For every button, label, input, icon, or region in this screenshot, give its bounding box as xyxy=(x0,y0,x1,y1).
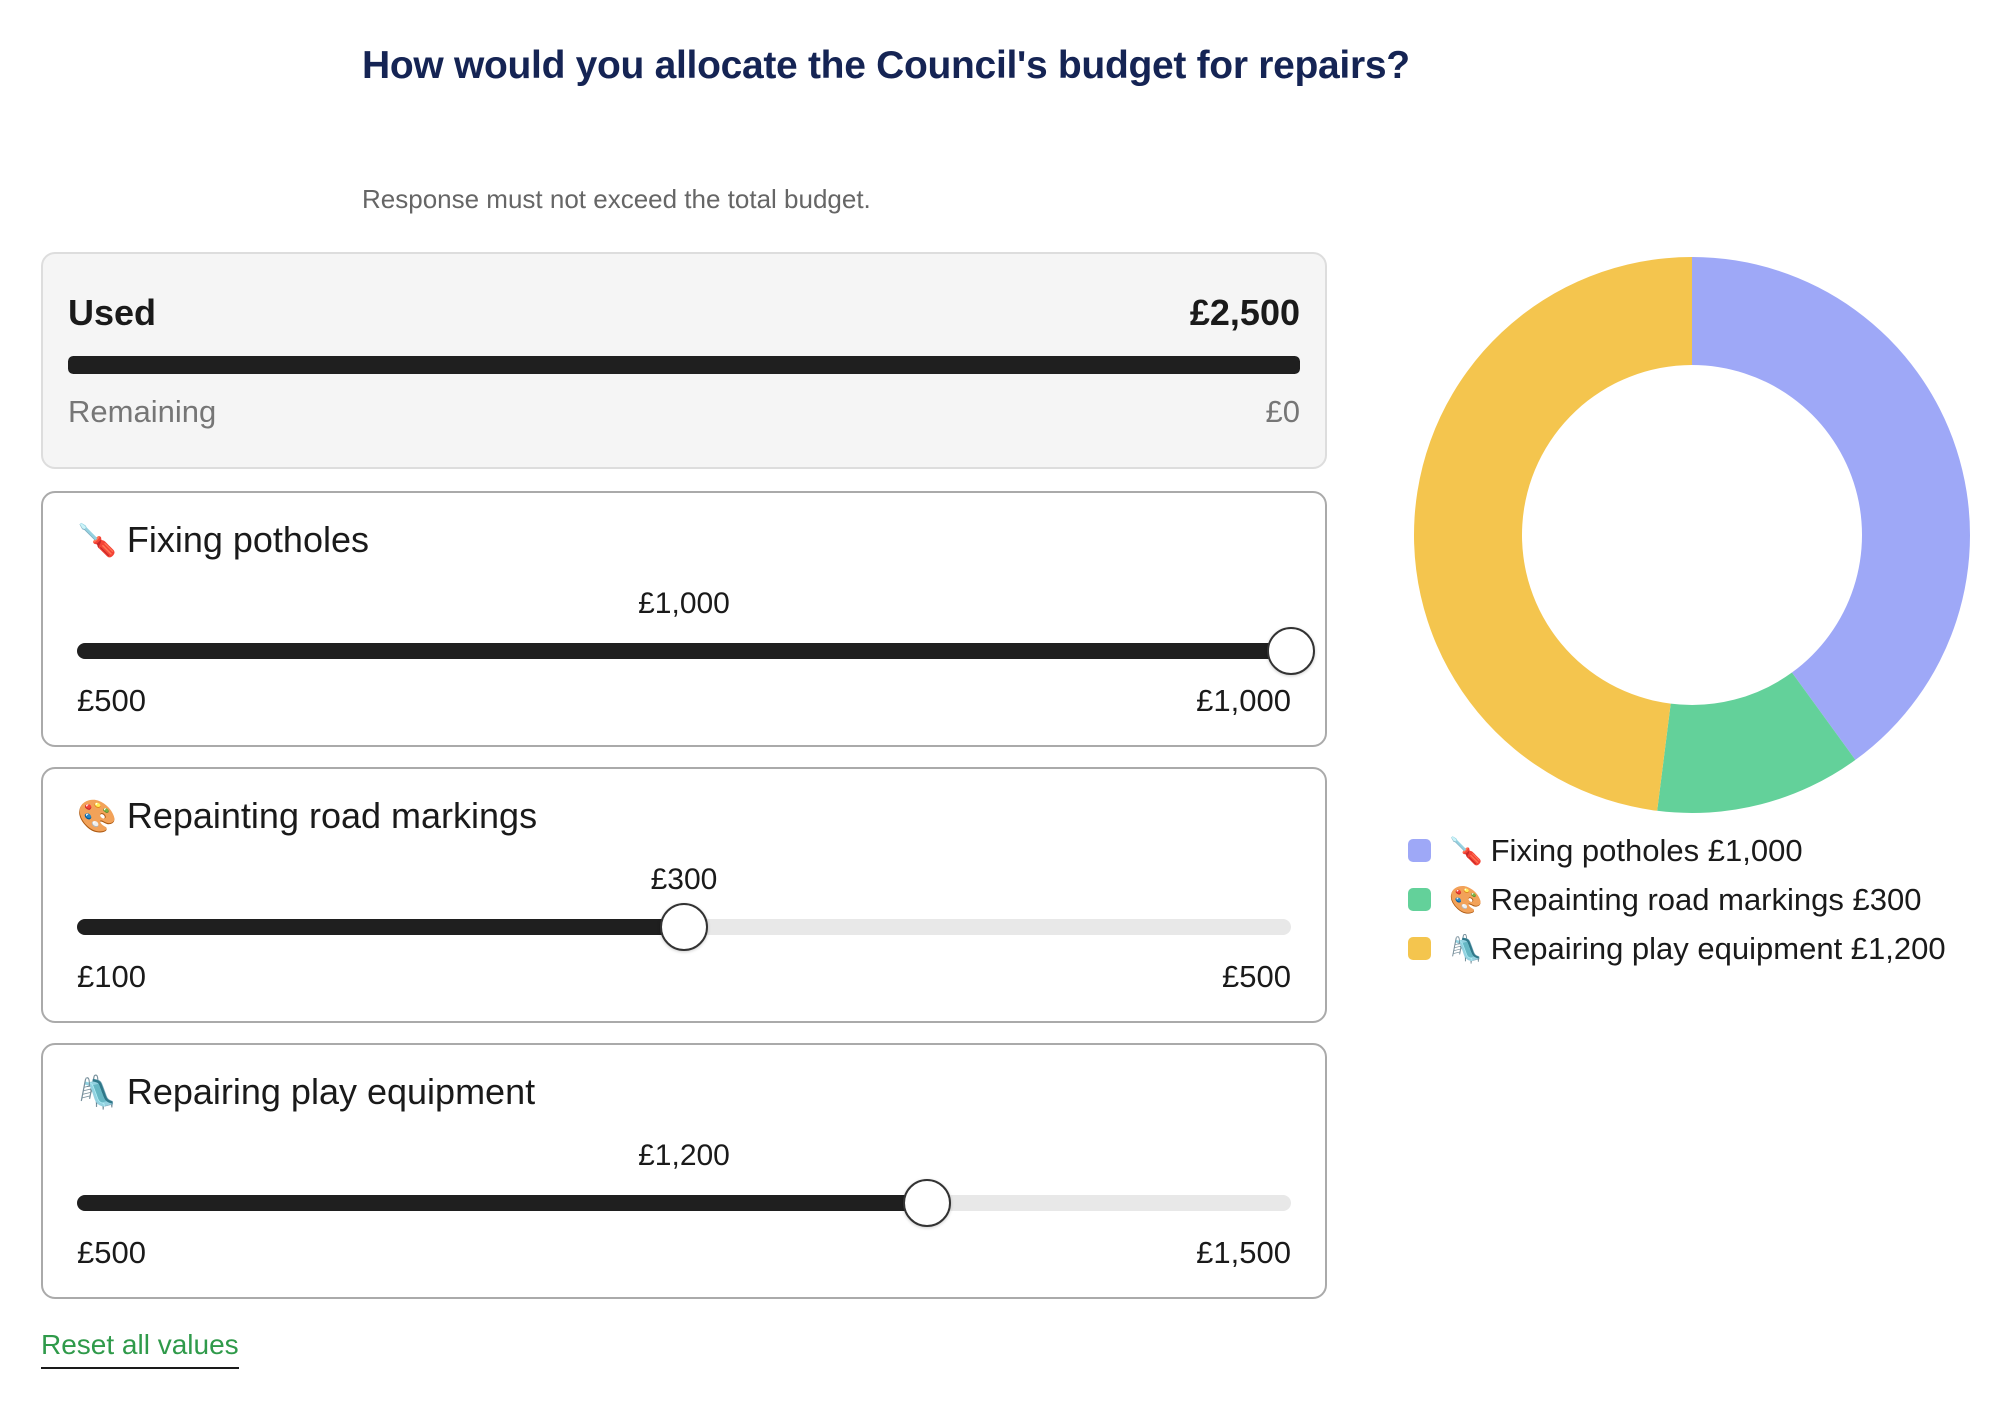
slider-max-label: £1,000 xyxy=(1196,683,1291,718)
legend-item: 🛝 Repairing play equipment £1,200 xyxy=(1408,924,1946,973)
option-label: Repainting road markings xyxy=(126,795,538,836)
option-card-play-equipment: 🛝 Repairing play equipment £1,200 £500 £… xyxy=(41,1043,1327,1299)
legend-item: 🪛 Fixing potholes £1,000 xyxy=(1408,826,1946,875)
legend-label: Repairing play equipment £1,200 xyxy=(1490,930,1946,966)
option-label: Repairing play equipment xyxy=(126,1071,536,1112)
slider-min-label: £100 xyxy=(77,959,146,994)
shovel-icon: 🪛 xyxy=(77,522,117,558)
used-value: £2,500 xyxy=(1189,292,1300,333)
playground-slide-icon: 🛝 xyxy=(77,1074,117,1110)
option-value: £1,000 xyxy=(638,587,730,620)
option-card-potholes: 🪛 Fixing potholes £1,000 £500 £1,000 xyxy=(41,491,1327,747)
slider-thumb[interactable] xyxy=(1267,627,1315,675)
question-title: How would you allocate the Council's bud… xyxy=(362,44,1410,87)
legend-label: Fixing potholes £1,000 xyxy=(1490,832,1803,868)
slider-thumb[interactable] xyxy=(902,1179,951,1227)
playground-slide-icon: 🛝 xyxy=(1449,933,1483,964)
option-value: £1,200 xyxy=(638,1139,730,1172)
slider-fill xyxy=(77,643,1291,659)
play-equipment-slider[interactable] xyxy=(77,1179,1291,1227)
shovel-icon: 🪛 xyxy=(1449,835,1483,866)
donut-svg xyxy=(1413,257,1970,813)
donut-slice-repainting-road-markings xyxy=(1657,672,1856,813)
legend-swatch xyxy=(1408,937,1431,960)
potholes-slider[interactable] xyxy=(77,627,1315,675)
option-title: 🪛 Fixing potholes xyxy=(77,519,369,561)
slider-fill xyxy=(77,1195,927,1211)
used-label: Used xyxy=(68,292,157,333)
slider-min-label: £500 xyxy=(77,683,146,718)
slider-max-label: £1,500 xyxy=(1196,1235,1291,1270)
slider-fill xyxy=(77,919,684,935)
legend-swatch xyxy=(1408,839,1431,862)
option-title: 🛝 Repairing play equipment xyxy=(77,1071,535,1113)
road-markings-slider[interactable] xyxy=(77,903,1291,951)
option-card-road-markings: 🎨 Repainting road markings £300 £100 £50… xyxy=(41,767,1327,1023)
option-title: 🎨 Repainting road markings xyxy=(77,795,537,837)
budget-progress-bar xyxy=(68,356,1300,374)
slider-min-label: £500 xyxy=(77,1235,146,1270)
chart-legend: 🪛 Fixing potholes £1,000 🎨 Repainting ro… xyxy=(1408,826,1946,973)
option-label: Fixing potholes xyxy=(126,519,369,560)
palette-icon: 🎨 xyxy=(77,798,117,834)
slider-max-label: £500 xyxy=(1222,959,1291,994)
palette-icon: 🎨 xyxy=(1449,884,1483,915)
reset-all-values-link[interactable]: Reset all values xyxy=(41,1329,239,1369)
donut-slice-fixing-potholes xyxy=(1692,257,1970,760)
donut-slice-repairing-play-equipment xyxy=(1413,257,1692,811)
budget-summary: Used £2,500 Remaining £0 xyxy=(41,252,1327,469)
legend-label: Repainting road markings £300 xyxy=(1490,881,1922,917)
budget-hint: Response must not exceed the total budge… xyxy=(362,184,871,214)
remaining-value: £0 xyxy=(1265,394,1300,429)
legend-swatch xyxy=(1408,888,1431,911)
option-value: £300 xyxy=(650,863,718,896)
remaining-label: Remaining xyxy=(68,394,217,429)
legend-item: 🎨 Repainting road markings £300 xyxy=(1408,875,1946,924)
budget-progress-fill xyxy=(68,356,1300,374)
slider-thumb[interactable] xyxy=(660,903,708,951)
budget-donut-chart xyxy=(1412,255,1972,815)
